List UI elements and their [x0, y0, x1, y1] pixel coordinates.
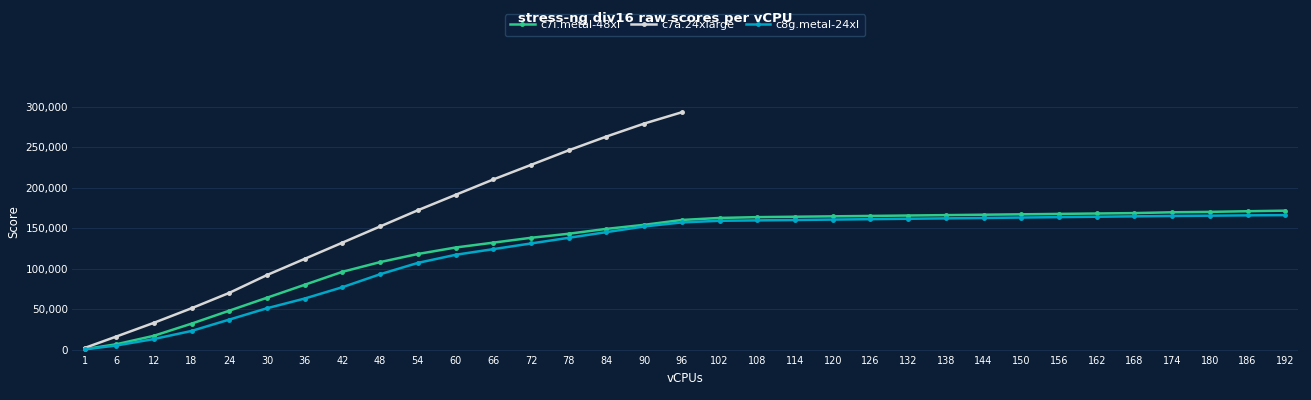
c7i.metal-48xl: [184, 321, 199, 326]
c7i.metal-48xl: [1051, 212, 1067, 216]
c8g.metal-24xl: [1277, 213, 1293, 218]
c8g.metal-24xl: [184, 328, 199, 333]
c7i.metal-48xl: [222, 308, 237, 313]
c7i.metal-48xl: [712, 216, 728, 220]
c7i.metal-48xl: [447, 245, 463, 250]
c7i.metal-48xl: [561, 231, 577, 236]
c7i.metal-48xl: [334, 270, 350, 274]
c8g.metal-24xl: [109, 343, 125, 348]
c7a.24xlarge: [447, 192, 463, 197]
c7i.metal-48xl: [260, 295, 275, 300]
c8g.metal-24xl: [410, 260, 426, 265]
c7i.metal-48xl: [1126, 211, 1142, 216]
c7i.metal-48xl: [863, 214, 878, 218]
c7i.metal-48xl: [1240, 209, 1256, 214]
c7a.24xlarge: [222, 290, 237, 295]
c7i.metal-48xl: [750, 215, 766, 220]
c8g.metal-24xl: [1013, 215, 1029, 220]
Line: c7a.24xlarge: c7a.24xlarge: [83, 110, 683, 350]
c7a.24xlarge: [485, 177, 501, 182]
c7a.24xlarge: [636, 121, 652, 126]
c8g.metal-24xl: [1240, 213, 1256, 218]
c8g.metal-24xl: [447, 252, 463, 257]
c7i.metal-48xl: [975, 212, 991, 217]
c8g.metal-24xl: [1202, 213, 1218, 218]
Line: c8g.metal-24xl: c8g.metal-24xl: [83, 213, 1287, 351]
c8g.metal-24xl: [372, 272, 388, 277]
c7i.metal-48xl: [146, 334, 161, 338]
c7a.24xlarge: [410, 208, 426, 213]
c7i.metal-48xl: [1013, 212, 1029, 217]
c8g.metal-24xl: [77, 347, 93, 352]
c8g.metal-24xl: [674, 220, 690, 225]
c7i.metal-48xl: [109, 342, 125, 347]
c7a.24xlarge: [372, 224, 388, 229]
c7i.metal-48xl: [636, 222, 652, 227]
c7i.metal-48xl: [485, 240, 501, 245]
c8g.metal-24xl: [937, 216, 953, 221]
c7i.metal-48xl: [1164, 210, 1180, 215]
c7a.24xlarge: [523, 162, 539, 167]
c8g.metal-24xl: [825, 217, 840, 222]
c7i.metal-48xl: [825, 214, 840, 219]
c7i.metal-48xl: [77, 347, 93, 352]
c7i.metal-48xl: [410, 252, 426, 256]
c8g.metal-24xl: [334, 285, 350, 290]
c8g.metal-24xl: [901, 216, 916, 221]
c8g.metal-24xl: [1089, 214, 1105, 219]
Text: stress-ng div16 raw scores per vCPU: stress-ng div16 raw scores per vCPU: [518, 12, 793, 25]
c7i.metal-48xl: [372, 260, 388, 264]
c7a.24xlarge: [561, 148, 577, 153]
c8g.metal-24xl: [296, 296, 312, 301]
c7a.24xlarge: [334, 240, 350, 245]
c7i.metal-48xl: [523, 235, 539, 240]
c8g.metal-24xl: [485, 247, 501, 252]
c7i.metal-48xl: [901, 213, 916, 218]
c7a.24xlarge: [260, 273, 275, 278]
c7i.metal-48xl: [674, 218, 690, 222]
c8g.metal-24xl: [636, 224, 652, 229]
c8g.metal-24xl: [863, 217, 878, 222]
c7a.24xlarge: [599, 134, 615, 139]
c7a.24xlarge: [674, 110, 690, 115]
c7i.metal-48xl: [787, 214, 802, 219]
c8g.metal-24xl: [260, 306, 275, 311]
Y-axis label: Score: Score: [7, 206, 20, 238]
c7i.metal-48xl: [1202, 210, 1218, 214]
c8g.metal-24xl: [599, 230, 615, 234]
c7a.24xlarge: [296, 256, 312, 261]
c8g.metal-24xl: [975, 216, 991, 220]
c7a.24xlarge: [146, 320, 161, 325]
c8g.metal-24xl: [750, 218, 766, 223]
c8g.metal-24xl: [523, 241, 539, 246]
c8g.metal-24xl: [1164, 214, 1180, 218]
c8g.metal-24xl: [1126, 214, 1142, 219]
Line: c7i.metal-48xl: c7i.metal-48xl: [83, 209, 1287, 351]
Legend: c7i.metal-48xl, c7a.24xlarge, c8g.metal-24xl: c7i.metal-48xl, c7a.24xlarge, c8g.metal-…: [505, 14, 865, 36]
c8g.metal-24xl: [1051, 215, 1067, 220]
c7i.metal-48xl: [1089, 211, 1105, 216]
c7i.metal-48xl: [937, 213, 953, 218]
c8g.metal-24xl: [222, 317, 237, 322]
c8g.metal-24xl: [787, 218, 802, 222]
c7a.24xlarge: [109, 334, 125, 339]
c7i.metal-48xl: [1277, 208, 1293, 213]
c8g.metal-24xl: [712, 218, 728, 223]
c7i.metal-48xl: [296, 282, 312, 287]
c7i.metal-48xl: [599, 226, 615, 231]
c7a.24xlarge: [184, 306, 199, 311]
c8g.metal-24xl: [561, 235, 577, 240]
c7a.24xlarge: [77, 346, 93, 350]
c8g.metal-24xl: [146, 337, 161, 342]
X-axis label: vCPUs: vCPUs: [666, 372, 704, 385]
